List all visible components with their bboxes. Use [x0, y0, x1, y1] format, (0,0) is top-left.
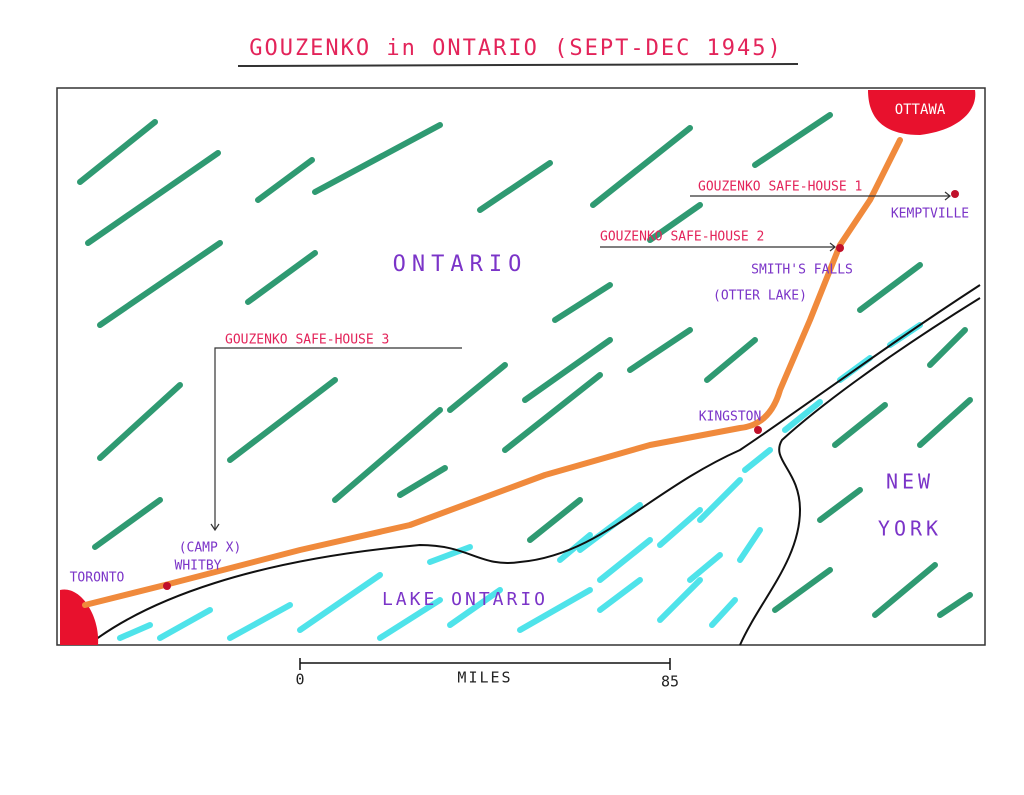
region-label: LAKE ONTARIO [382, 589, 548, 610]
place-label: OTTAWA [895, 102, 946, 118]
safe-house-label: GOUZENKO SAFE-HOUSE 2 [600, 230, 764, 245]
shoreline [94, 284, 981, 646]
scale-label: MILES [457, 669, 512, 687]
place-label: (CAMP X) [179, 541, 242, 556]
safe-house-label: GOUZENKO SAFE-HOUSE 1 [698, 180, 862, 195]
title-underline [237, 63, 799, 67]
scale-start: 0 [295, 671, 304, 689]
place-label: TORONTO [70, 571, 125, 586]
scale-bar [299, 658, 671, 670]
escape-route [82, 137, 903, 608]
map-frame [56, 87, 986, 646]
place-label: KEMPTVILLE [891, 207, 969, 222]
place-label: KINGSTON [699, 410, 762, 425]
place-label: (OTTER LAKE) [713, 289, 807, 304]
safe-house-label: GOUZENKO SAFE-HOUSE 3 [225, 333, 389, 348]
land-hatching [77, 112, 973, 618]
scale-end: 85 [661, 673, 679, 691]
pointer-lines [210, 191, 951, 532]
place-label: WHITBY [175, 559, 222, 574]
ottawa-area [868, 90, 976, 135]
region-label: NEW [886, 470, 934, 494]
location-dots [163, 190, 959, 590]
map-title: GOUZENKO in ONTARIO (SEPT-DEC 1945) [249, 36, 783, 61]
lake-hatching [117, 322, 923, 641]
region-label: ONTARIO [393, 252, 528, 277]
toronto-area [60, 589, 99, 645]
region-label: YORK [878, 517, 942, 541]
place-label: SMITH'S FALLS [751, 263, 853, 278]
